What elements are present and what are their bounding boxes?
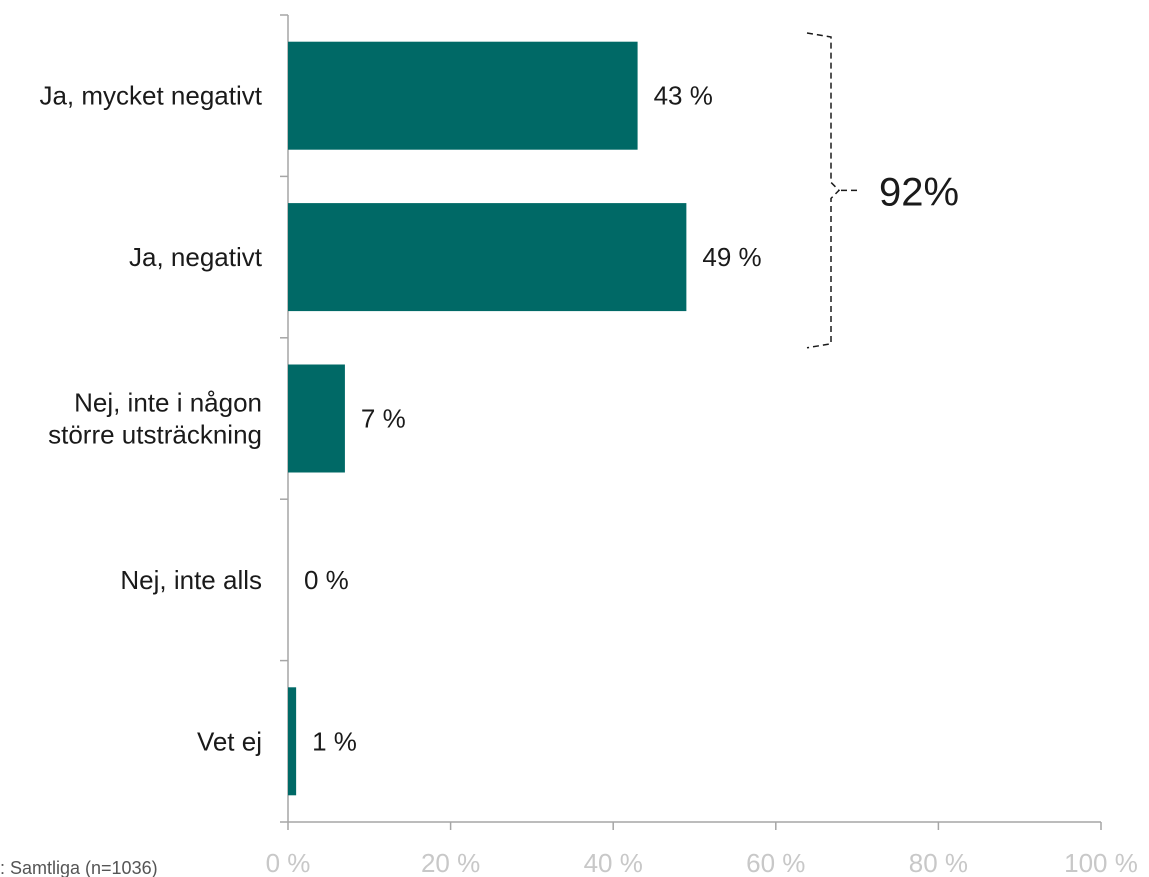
x-tick-labels: 0 % 20 % 40 % 60 % 80 % 100 %	[266, 848, 1138, 877]
value-label: 7 %	[361, 404, 406, 434]
bar	[288, 687, 297, 796]
category-labels: Ja, mycket negativt Ja, negativt Nej, inte…	[39, 81, 262, 757]
x-tick-label: 40 %	[584, 848, 643, 877]
total-bracket: 92%	[806, 32, 959, 349]
bar	[288, 41, 638, 150]
total-annotation: 92%	[879, 170, 959, 214]
value-label: 43 %	[654, 81, 713, 111]
value-label: 1 %	[312, 726, 357, 756]
category-label: Vet ej	[197, 726, 262, 756]
x-tick-label: 20 %	[421, 848, 480, 877]
bar	[288, 364, 345, 473]
category-label: Nej, inte i någon större utsträckning	[48, 388, 262, 450]
value-label: 49 %	[702, 242, 761, 272]
x-tick-label: 0 %	[266, 848, 311, 877]
category-label: Nej, inte alls	[120, 565, 262, 595]
bar	[288, 203, 687, 312]
category-label: Ja, mycket negativt	[39, 81, 262, 111]
value-labels: 43 % 49 % 7 % 0 % 1 %	[304, 81, 762, 757]
chart-bars	[288, 41, 687, 796]
x-tick-label: 60 %	[746, 848, 805, 877]
bracket-line	[806, 32, 841, 349]
x-tick-label: 100 %	[1064, 848, 1138, 877]
category-label: Ja, negativt	[129, 242, 263, 272]
value-label: 0 %	[304, 565, 349, 595]
base-footnote: : Samtliga (n=1036)	[0, 858, 158, 877]
x-tick-label: 80 %	[909, 848, 968, 877]
